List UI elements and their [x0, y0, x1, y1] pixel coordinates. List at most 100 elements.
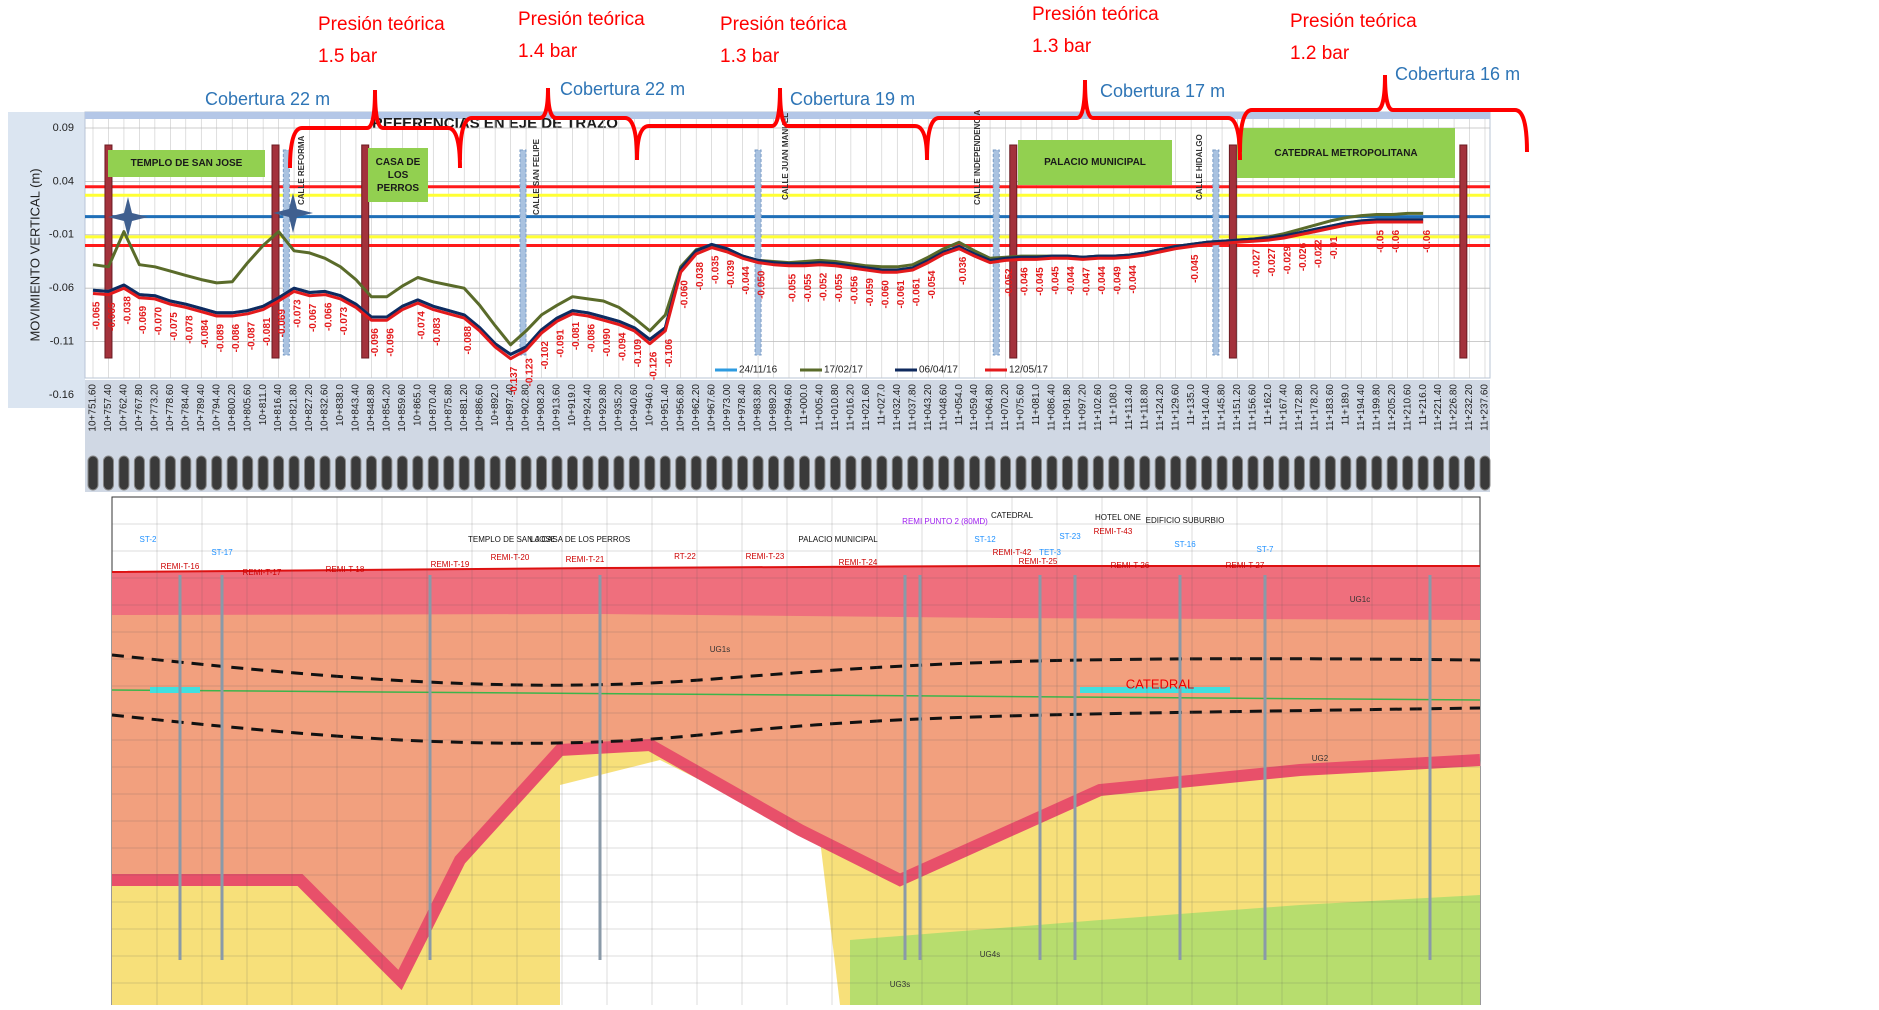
x-tick-label: 10+940.60: [629, 384, 640, 432]
station-marker: [1278, 455, 1290, 491]
station-marker: [628, 455, 640, 491]
cover-brace: [925, 79, 1242, 161]
data-label: -0.055: [834, 273, 845, 302]
section-label: UG4s: [980, 950, 1000, 959]
station-marker: [644, 455, 656, 491]
station-marker: [1479, 455, 1491, 491]
x-tick-label: 10+778.60: [165, 384, 176, 432]
x-tick-label: 11+005.40: [815, 384, 826, 431]
cover-note: Cobertura 19 m: [790, 89, 915, 109]
x-tick-label: 10+908.20: [536, 384, 547, 432]
data-label: -0.096: [386, 328, 397, 357]
x-tick-label: 10+821.80: [289, 384, 300, 432]
data-label: -0.022: [1314, 239, 1325, 268]
x-tick-label: 10+865.0: [412, 384, 423, 426]
data-label: -0.038: [123, 296, 134, 325]
section-label: REMI-T-19: [431, 560, 470, 569]
station-marker: [768, 455, 780, 491]
station-marker: [427, 455, 439, 491]
x-tick-label: 10+989.20: [768, 384, 779, 432]
data-label: -0.036: [958, 256, 969, 285]
x-tick-label: 10+892.0: [490, 384, 501, 426]
x-tick-label: 11+102.60: [1093, 384, 1104, 431]
station-marker: [1046, 455, 1058, 491]
station-marker: [381, 455, 393, 491]
section-label: HOTEL ONE: [1095, 513, 1141, 522]
station-marker: [1170, 455, 1182, 491]
station-marker: [102, 455, 114, 491]
x-tick-label: 10+973.00: [722, 384, 733, 432]
x-tick-label: 11+167.40: [1279, 384, 1290, 431]
x-tick-label: 11+178.20: [1310, 384, 1321, 431]
x-tick-label: 11+081.0: [1031, 384, 1042, 426]
x-tick-label: 10+789.40: [196, 384, 207, 432]
structure-label-box: TEMPLO DE SAN JOSE: [131, 158, 243, 169]
series-line: [92, 218, 1424, 356]
ground-line: [111, 565, 1480, 573]
header-band: [85, 112, 1490, 119]
structure-bar: [1009, 144, 1018, 359]
x-tick-label: 10+870.40: [428, 384, 439, 432]
section-label: CATEDRAL: [991, 511, 1034, 520]
data-label: -0.126: [648, 351, 659, 380]
x-tick-label: 11+151.20: [1232, 384, 1243, 431]
data-label: -0.027: [1267, 248, 1278, 277]
station-marker: [87, 455, 99, 491]
data-label: -0.061: [911, 278, 922, 307]
station-marker: [1154, 455, 1166, 491]
station-marker: [1402, 455, 1414, 491]
data-label: -0.081: [262, 317, 273, 346]
data-label: -0.049: [1112, 266, 1123, 295]
station-marker: [1355, 455, 1367, 491]
section-label: ST-2: [140, 535, 157, 544]
x-tick-label: 10+843.40: [351, 384, 362, 432]
x-tick-label: 11+124.20: [1155, 384, 1166, 431]
station-marker: [1433, 455, 1445, 491]
x-tick-label: 10+881.20: [459, 384, 470, 432]
station-marker: [984, 455, 996, 491]
marker-star: [273, 193, 313, 233]
cover-note: Cobertura 22 m: [560, 79, 685, 99]
data-label: -0.073: [339, 306, 350, 335]
x-tick-label: 11+037.80: [907, 384, 918, 431]
x-tick-label: 11+032.40: [892, 384, 903, 431]
x-tick-label: 11+118.80: [1139, 384, 1150, 431]
layer-ug1: [112, 600, 1480, 980]
x-tick-label: 10+805.60: [242, 384, 253, 432]
station-marker: [1371, 455, 1383, 491]
station-marker: [257, 455, 269, 491]
geological-section: ST-2 ST-17 REMI-T-16 REMI-T-17 REMI-T-18 REMI…: [111, 496, 1481, 1006]
marker-star: [108, 197, 148, 237]
x-tick-label: 11+021.60: [861, 384, 872, 431]
structure-label: CATEDRAL METROPOLITANA: [1274, 147, 1418, 159]
station-marker: [319, 455, 331, 491]
street-bar: [282, 149, 290, 356]
cover-brace: [635, 87, 929, 161]
section-label: EDIFICIO SUBURBIO: [1146, 516, 1225, 525]
station-marker: [133, 455, 145, 491]
data-label: -0.060: [880, 280, 891, 309]
data-label: -0.066: [324, 302, 335, 331]
station-marker: [1185, 455, 1197, 491]
legend-label: 06/04/17: [919, 365, 958, 376]
station-marker: [551, 455, 563, 491]
y-axis-panel: [8, 112, 85, 408]
structure-bar: [1228, 144, 1237, 359]
station-marker: [1000, 455, 1012, 491]
structure-label-box: PALACIO MUNICIPAL: [1044, 157, 1146, 168]
section-label: UG3s: [890, 980, 910, 989]
data-label: -0.027: [1252, 249, 1263, 278]
data-label: -0.052: [1004, 268, 1015, 297]
station-marker: [505, 455, 517, 491]
data-label: -0.084: [200, 319, 211, 348]
pressure-value: 1.3 bar: [1032, 36, 1092, 57]
data-label: -0.050: [757, 270, 768, 299]
data-label: -0.096: [370, 328, 381, 357]
station-marker: [1030, 455, 1042, 491]
station-marker: [690, 455, 702, 491]
x-tick-label: 10+946.0: [644, 384, 655, 426]
cover-note: Cobertura 17 m: [1100, 81, 1225, 101]
section-label: REMI-T-24: [839, 558, 878, 567]
data-label: -0.060: [679, 280, 690, 309]
